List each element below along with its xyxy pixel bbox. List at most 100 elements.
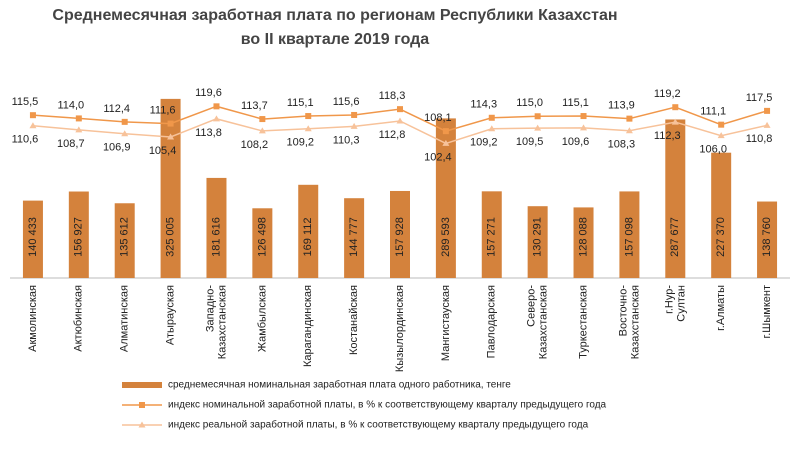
line-marker [534,113,541,120]
x-tick-label: г.Нур-Султан [663,285,687,322]
line-marker [764,107,771,114]
x-tick-label: Актюбинская [73,285,85,352]
data-label: 325 005 [164,217,176,257]
data-label: 110,8 [746,133,773,145]
line-marker [75,115,82,122]
bar [298,184,319,278]
line-marker [626,115,633,122]
x-tick-label: Акмолинская [27,285,39,352]
line-marker [488,125,496,132]
x-tick-label: Жамбылская [256,285,268,352]
bar [435,118,456,279]
data-label: 114,3 [470,99,497,111]
data-label: 157 098 [623,217,635,257]
x-tick-label: Восточно-Казахстанская [617,285,641,360]
data-label: 108,3 [608,139,636,151]
x-tick-label: Северо-Казахстанская [526,285,550,360]
line-marker [305,113,312,120]
data-label: 109,2 [286,137,314,149]
data-label: 109,2 [470,137,498,149]
data-label: 113,9 [608,100,635,112]
line-marker [213,103,220,110]
x-tick-label: Костанайская [348,285,360,355]
line-marker [167,133,175,140]
bar [390,190,410,278]
data-label: 156 927 [73,217,85,257]
data-label: 227 370 [715,217,727,257]
line-marker [534,124,542,131]
data-label: 117,5 [746,92,773,104]
bar [527,206,548,278]
x-tick-label: Алматинская [119,285,131,352]
bar [481,191,502,278]
data-label: 108,2 [241,139,269,151]
bar [711,152,732,278]
data-label: 119,2 [654,88,681,100]
data-label: 112,4 [103,103,130,115]
line-marker [717,132,725,139]
line-marker [350,122,358,129]
line-marker [718,121,725,128]
line-marker [397,106,403,113]
line-marker [167,120,174,127]
data-label: 135 612 [119,217,131,257]
line-marker [258,127,266,134]
bar [665,119,686,278]
line-marker [29,122,37,129]
data-label: 169 112 [302,218,314,257]
data-label: 126 498 [256,217,268,257]
line-marker [672,104,679,111]
data-label: 109,6 [562,136,590,148]
line-marker [396,117,404,124]
legend-swatch [139,402,145,408]
x-tick-label: Кызылординская [394,285,406,372]
bar [757,201,778,278]
bar [573,207,594,278]
bar [344,198,365,278]
data-label: 113,8 [195,127,222,139]
data-label: 113,7 [241,100,268,112]
data-label: 181 616 [210,217,222,257]
legend-label: среднемесячная номинальная заработная пл… [168,379,511,391]
line-marker [442,128,449,135]
data-label: 110,3 [333,134,360,146]
x-tick-label: Западно-Казахстанская [204,285,228,360]
line-marker [75,126,83,133]
data-label: 109,5 [516,136,544,148]
line-marker [625,127,633,134]
x-tick-label: г.Шымкент [761,285,773,338]
data-label: 111,6 [150,104,176,116]
legend-swatch [138,421,146,428]
data-label: 110,6 [12,134,39,146]
data-label: 106,9 [103,142,131,154]
x-tick-label: Карагандинская [302,285,314,367]
bar [252,208,273,278]
data-label: 128 088 [577,217,589,257]
data-label: 115,6 [333,96,360,108]
line-marker [29,112,36,119]
data-label: 102,4 [424,151,452,163]
data-label: 138 760 [761,217,773,257]
data-label: 106,0 [699,144,727,156]
chart-title: Среднемесячная заработная плата по регио… [52,7,617,24]
data-label: 115,1 [287,97,314,109]
data-label: 105,4 [149,145,177,157]
line-marker [671,118,679,125]
line-marker [304,125,312,132]
bar [619,191,640,278]
data-label: 144 777 [348,217,360,257]
legend-label: индекс номинальной заработной платы, в %… [168,399,607,411]
data-label: 112,8 [379,129,406,141]
legend-swatch [122,382,162,388]
line-marker [212,115,220,122]
x-tick-label: Павлодарская [486,285,498,358]
line-marker [442,139,450,146]
data-label: 140 433 [27,217,39,257]
data-label: 287 677 [669,217,681,257]
data-label: 289 593 [440,217,452,257]
data-label: 108,7 [57,138,85,150]
data-label: 115,1 [562,97,589,109]
line-marker [763,121,771,128]
chart-title: во II квартале 2019 года [241,31,430,48]
